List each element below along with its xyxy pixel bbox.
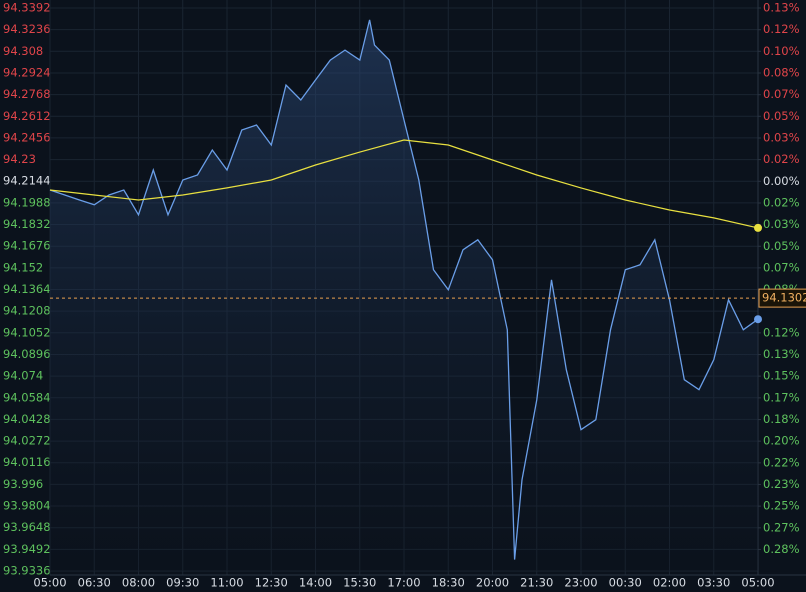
x-tick-label: 00:30	[609, 576, 642, 590]
x-tick-label: 18:30	[432, 576, 465, 590]
end-dot	[754, 315, 762, 324]
y-tick-label: 94.308	[3, 44, 43, 58]
y2-tick-label: 0.13%	[763, 1, 800, 15]
y-tick-label: 93.9804	[3, 499, 51, 513]
y2-tick-label: 0.18%	[763, 412, 800, 426]
x-tick-label: 03:30	[697, 576, 730, 590]
y-tick-label: 94.0428	[3, 412, 51, 426]
y-tick-label: 94.23	[3, 152, 36, 166]
y-tick-label: 93.9648	[3, 520, 51, 534]
current-label: 94.1302	[762, 291, 806, 305]
y2-tick-label: 0.23%	[763, 477, 800, 491]
x-tick-label: 17:00	[387, 576, 420, 590]
price-line	[49, 19, 759, 560]
x-tick-label: 14:00	[299, 576, 332, 590]
y2-tick-label: 0.17%	[763, 390, 800, 404]
y-tick-label: 94.2924	[3, 65, 51, 79]
current-label-box	[758, 288, 806, 308]
y2-tick-label: 0.10%	[763, 44, 800, 58]
y2-tick-label: 0.12%	[763, 22, 800, 36]
x-tick-label: 05:00	[741, 576, 774, 590]
y-tick-label: 94.2456	[3, 130, 51, 144]
x-tick-label: 15:30	[343, 576, 376, 590]
y2-tick-label: 0.20%	[763, 434, 800, 448]
y-tick-label: 93.9492	[3, 542, 51, 556]
y2-tick-label: 0.07%	[763, 87, 800, 101]
y-tick-label: 93.9336	[3, 564, 51, 578]
y2-tick-label: 0.28%	[763, 542, 800, 556]
y2-tick-label: 0.00%	[763, 174, 800, 188]
y2-tick-label: 0.13%	[763, 347, 800, 361]
average-line	[49, 139, 759, 229]
x-tick-label: 12:30	[255, 576, 288, 590]
y2-tick-label: 0.05%	[763, 239, 800, 253]
y2-tick-label: 0.25%	[763, 499, 800, 513]
y2-tick-label: 0.02%	[763, 152, 800, 166]
y-tick-label: 94.2612	[3, 109, 51, 123]
x-tick-label: 05:00	[33, 576, 66, 590]
y-tick-label: 94.2768	[3, 87, 51, 101]
y-tick-label: 94.0896	[3, 347, 51, 361]
y-tick-label: 94.0116	[3, 455, 51, 469]
x-tick-label: 21:30	[520, 576, 553, 590]
y2-tick-label: 0.27%	[763, 520, 800, 534]
y-tick-label: 94.0584	[3, 390, 51, 404]
y-tick-label: 94.152	[3, 260, 43, 274]
y-tick-label: 94.1832	[3, 217, 51, 231]
y-tick-label: 93.996	[3, 477, 43, 491]
end-dot	[754, 223, 762, 232]
x-tick-label: 06:30	[78, 576, 111, 590]
y-tick-label: 94.3392	[3, 1, 51, 15]
x-tick-label: 08:00	[122, 576, 155, 590]
y2-tick-label: 0.07%	[763, 260, 800, 274]
y2-tick-label: 0.15%	[763, 369, 800, 383]
x-tick-label: 09:30	[166, 576, 199, 590]
y2-tick-label: 0.12%	[763, 325, 800, 339]
y-tick-label: 94.3236	[3, 22, 51, 36]
y-tick-label: 94.2144	[3, 174, 51, 188]
y2-tick-label: 0.03%	[763, 130, 800, 144]
price-area	[50, 19, 758, 571]
y2-tick-label: 0.22%	[763, 455, 800, 469]
x-tick-label: 20:00	[476, 576, 509, 590]
y-tick-label: 94.0272	[3, 434, 51, 448]
y-tick-label: 94.1364	[3, 282, 51, 296]
y2-tick-label: 0.08%	[763, 65, 800, 79]
x-tick-label: 23:00	[564, 576, 597, 590]
y2-tick-label: 0.02%	[763, 195, 800, 209]
y-tick-label: 94.1676	[3, 239, 51, 253]
y-tick-label: 94.074	[3, 369, 43, 383]
y-tick-label: 94.1208	[3, 304, 51, 318]
y-tick-label: 94.1988	[3, 195, 51, 209]
x-tick-label: 02:00	[653, 576, 686, 590]
y2-tick-label: 0.05%	[763, 109, 800, 123]
y-tick-label: 94.1052	[3, 325, 51, 339]
y2-tick-label: 0.03%	[763, 217, 800, 231]
x-tick-label: 11:00	[210, 576, 243, 590]
